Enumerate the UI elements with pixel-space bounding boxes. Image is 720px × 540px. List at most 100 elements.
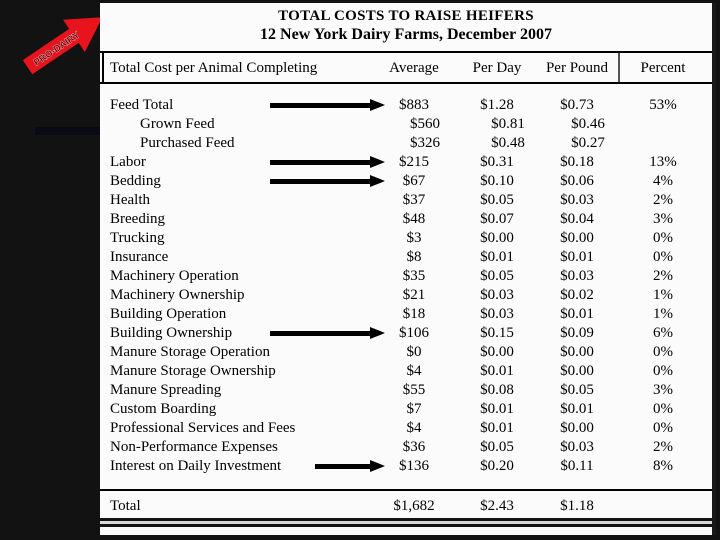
cell-percent: 1% [653, 306, 673, 322]
column-header-animal: Total Cost per Animal Completing [110, 60, 318, 76]
emphasis-arrow [270, 156, 385, 169]
cell-per-pound: $0.01 [560, 249, 594, 265]
cell-per-day: $0.00 [480, 344, 514, 360]
table-row: Machinery Operation $35 $0.05 $0.03 2% [100, 267, 712, 286]
cell-average: $21 [402, 287, 426, 303]
table-panel: TOTAL COSTS TO RAISE HEIFERS 12 New York… [100, 3, 716, 535]
slide-subtitle: 12 New York Dairy Farms, December 2007 [260, 26, 552, 43]
table-row: Breeding $48 $0.07 $0.04 3% [100, 210, 712, 229]
table-row: Building Operation $18 $0.03 $0.01 1% [100, 305, 712, 324]
arrow-shaft [270, 179, 372, 184]
table-row: Professional Services and Fees $4 $0.01 $0.… [100, 419, 712, 438]
arrow-head [370, 156, 385, 168]
cell-label: Manure Spreading [110, 382, 222, 398]
cell-per-day: $0.05 [480, 439, 514, 455]
cell-per-day: $0.03 [480, 306, 514, 322]
cell-label: Machinery Ownership [110, 287, 245, 303]
cell-average: $106 [399, 325, 429, 341]
cell-average: $37 [402, 192, 426, 208]
table-row: Purchased Feed $326 $0.48 $0.27 [100, 134, 712, 153]
cell-per-day: $0.01 [480, 420, 514, 436]
hidden-black-arrow [35, 127, 101, 135]
cell-label: Bedding [110, 173, 161, 189]
cell-per-pound: $0.00 [560, 344, 594, 360]
cell-average: $7 [406, 401, 422, 417]
cell-per-day: $0.00 [480, 230, 514, 246]
table-row: Machinery Ownership $21 $0.03 $0.02 1% [100, 286, 712, 305]
cell-per-pound: $0.06 [560, 173, 594, 189]
table-row: Manure Storage Operation $0 $0.00 $0.00 0% [100, 343, 712, 362]
total-per-pound: $1.18 [560, 498, 594, 514]
emphasis-arrow [315, 460, 385, 473]
table-row: Manure Spreading $55 $0.08 $0.05 3% [100, 381, 712, 400]
cell-average: $18 [402, 306, 426, 322]
cell-per-day: $0.20 [480, 458, 514, 474]
cell-average: $326 [410, 135, 440, 151]
cell-per-pound: $0.09 [560, 325, 594, 341]
cell-per-day: $0.81 [491, 116, 525, 132]
cell-label: Breeding [110, 211, 165, 227]
cell-per-day: $1.28 [480, 97, 514, 113]
cell-per-day: $0.15 [480, 325, 514, 341]
cell-per-pound: $0.05 [560, 382, 594, 398]
cell-percent: 0% [653, 344, 673, 360]
cell-per-pound: $0.04 [560, 211, 594, 227]
cell-label: Trucking [110, 230, 165, 246]
arrow-shaft [315, 464, 372, 469]
column-header-average: Average [389, 60, 439, 76]
table-row: Manure Storage Ownership $4 $0.01 $0.00 0% [100, 362, 712, 381]
cell-average: $4 [406, 420, 422, 436]
table-row: Feed Total $883 $1.28 $0.73 53% [100, 96, 712, 115]
cell-per-pound: $0.03 [560, 192, 594, 208]
cell-per-pound: $0.02 [560, 287, 594, 303]
cell-average: $3 [406, 230, 422, 246]
table-bottom-double-rule [100, 518, 712, 527]
arrow-shaft [270, 160, 372, 165]
cell-percent: 6% [653, 325, 673, 341]
cell-per-day: $0.01 [480, 249, 514, 265]
emphasis-arrow [270, 327, 385, 340]
arrow-shaft [270, 331, 372, 336]
cell-per-day: $0.31 [480, 154, 514, 170]
cell-average: $560 [410, 116, 440, 132]
arrow-head [370, 99, 385, 111]
cell-percent: 0% [653, 401, 673, 417]
cell-per-day: $0.01 [480, 363, 514, 379]
cell-label: Building Ownership [110, 325, 233, 341]
cell-average: $55 [402, 382, 426, 398]
arrow-head [370, 327, 385, 339]
cell-average: $215 [399, 154, 429, 170]
cell-average: $8 [406, 249, 422, 265]
cell-percent: 3% [653, 382, 673, 398]
cell-label: Manure Storage Ownership [110, 363, 276, 379]
cell-average: $136 [399, 458, 429, 474]
total-label: Total [110, 498, 141, 514]
column-header-percent: Percent [640, 60, 686, 76]
cell-percent: 0% [653, 230, 673, 246]
table-row: Non-Performance Expenses $36 $0.05 $0.03 2% [100, 438, 712, 457]
arrow-shaft [270, 103, 372, 108]
cell-label: Machinery Operation [110, 268, 239, 284]
table-body: Feed Total $883 $1.28 $0.73 53% Grown Feed $56… [100, 96, 712, 476]
cell-per-pound: $0.11 [560, 458, 594, 474]
cell-label: Non-Performance Expenses [110, 439, 278, 455]
cell-per-pound: $0.73 [560, 97, 594, 113]
cell-per-day: $0.05 [480, 192, 514, 208]
header-left-border [102, 51, 104, 84]
cell-average: $35 [402, 268, 426, 284]
cell-label: Grown Feed [140, 116, 215, 132]
cell-percent: 4% [653, 173, 673, 189]
table-row: Bedding $67 $0.10 $0.06 4% [100, 172, 712, 191]
cell-average: $0 [406, 344, 422, 360]
red-arrow-shape [22, 17, 103, 75]
cell-label: Purchased Feed [140, 135, 235, 151]
emphasis-arrow [270, 175, 385, 188]
cell-label: Interest on Daily Investment [110, 458, 282, 474]
table-row: Interest on Daily Investment $136 $0.20 $0.… [100, 457, 712, 476]
cell-per-pound: $0.01 [560, 401, 594, 417]
cell-percent: 2% [653, 268, 673, 284]
header-bottom-rule [100, 82, 712, 84]
cell-percent: 1% [653, 287, 673, 303]
cell-label: Feed Total [110, 97, 174, 113]
